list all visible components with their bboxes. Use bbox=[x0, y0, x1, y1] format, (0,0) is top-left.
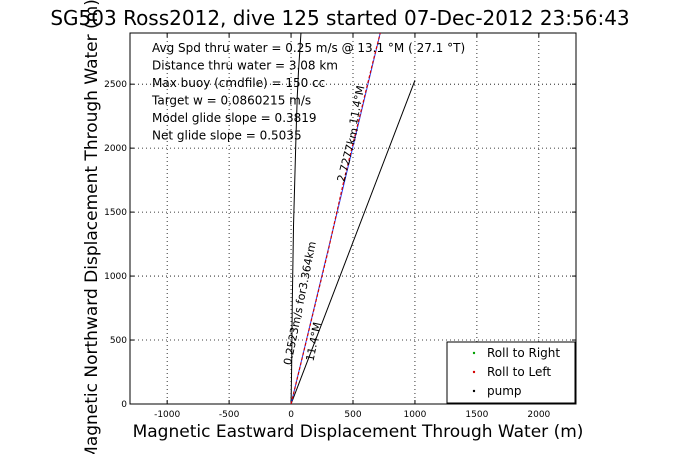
legend-label: pump bbox=[487, 384, 522, 398]
x-axis-label: Magnetic Eastward Displacement Through W… bbox=[133, 422, 584, 442]
annotation-line: Avg Spd thru water = 0.25 m/s @ 13.1 °M … bbox=[152, 41, 465, 55]
plot-area: -1000 -500 0 500 1000 1500 2000 0 500 1000 1500 200… bbox=[104, 32, 577, 420]
legend-marker bbox=[472, 389, 476, 393]
x-tick-label: 1000 bbox=[403, 410, 426, 420]
y-tick-label: 2500 bbox=[104, 80, 127, 90]
legend-marker bbox=[472, 351, 476, 355]
legend-box bbox=[446, 341, 576, 404]
slanted-label: 11.4°M bbox=[347, 84, 368, 125]
legend-label: Roll to Right bbox=[487, 346, 560, 360]
annotation-line: Max buoy (cmdfile) = 150 cc bbox=[152, 76, 325, 90]
x-tick-label: 0 bbox=[288, 410, 294, 420]
x-tick-label: -500 bbox=[219, 410, 240, 420]
y-tick-label: 1500 bbox=[104, 208, 127, 218]
y-tick-label: 0 bbox=[121, 400, 127, 410]
y-tick-label: 2000 bbox=[104, 144, 127, 154]
x-tick-label: 500 bbox=[344, 410, 361, 420]
annotation-line: Target w = 0.0860215 m/s bbox=[151, 94, 311, 108]
series-line-black_drift bbox=[290, 33, 302, 404]
x-tick-label: 1500 bbox=[465, 410, 488, 420]
annotation-line: Model glide slope = 0.3819 bbox=[152, 111, 317, 125]
slanted-label: 2.7277km bbox=[335, 126, 362, 183]
x-tick-label: -1000 bbox=[154, 410, 180, 420]
slanted-label: 11.4°M bbox=[304, 321, 325, 362]
x-tick-label: 2000 bbox=[527, 410, 550, 420]
legend-marker bbox=[472, 370, 476, 374]
legend-label: Roll to Left bbox=[487, 365, 551, 379]
annotation-line: Net glide slope = 0.5035 bbox=[152, 129, 302, 143]
annotation-line: Distance thru water = 3.08 km bbox=[152, 59, 338, 73]
y-tick-label: 1000 bbox=[104, 272, 127, 282]
series-line-red_track bbox=[290, 33, 381, 404]
y-axis-label: Magnetic Northward Displacement Through … bbox=[82, 0, 102, 454]
chart-title: SG503 Ross2012, dive 125 started 07-Dec-… bbox=[50, 6, 629, 30]
series-line-glide_line bbox=[290, 80, 416, 404]
y-tick-label: 500 bbox=[110, 336, 127, 346]
